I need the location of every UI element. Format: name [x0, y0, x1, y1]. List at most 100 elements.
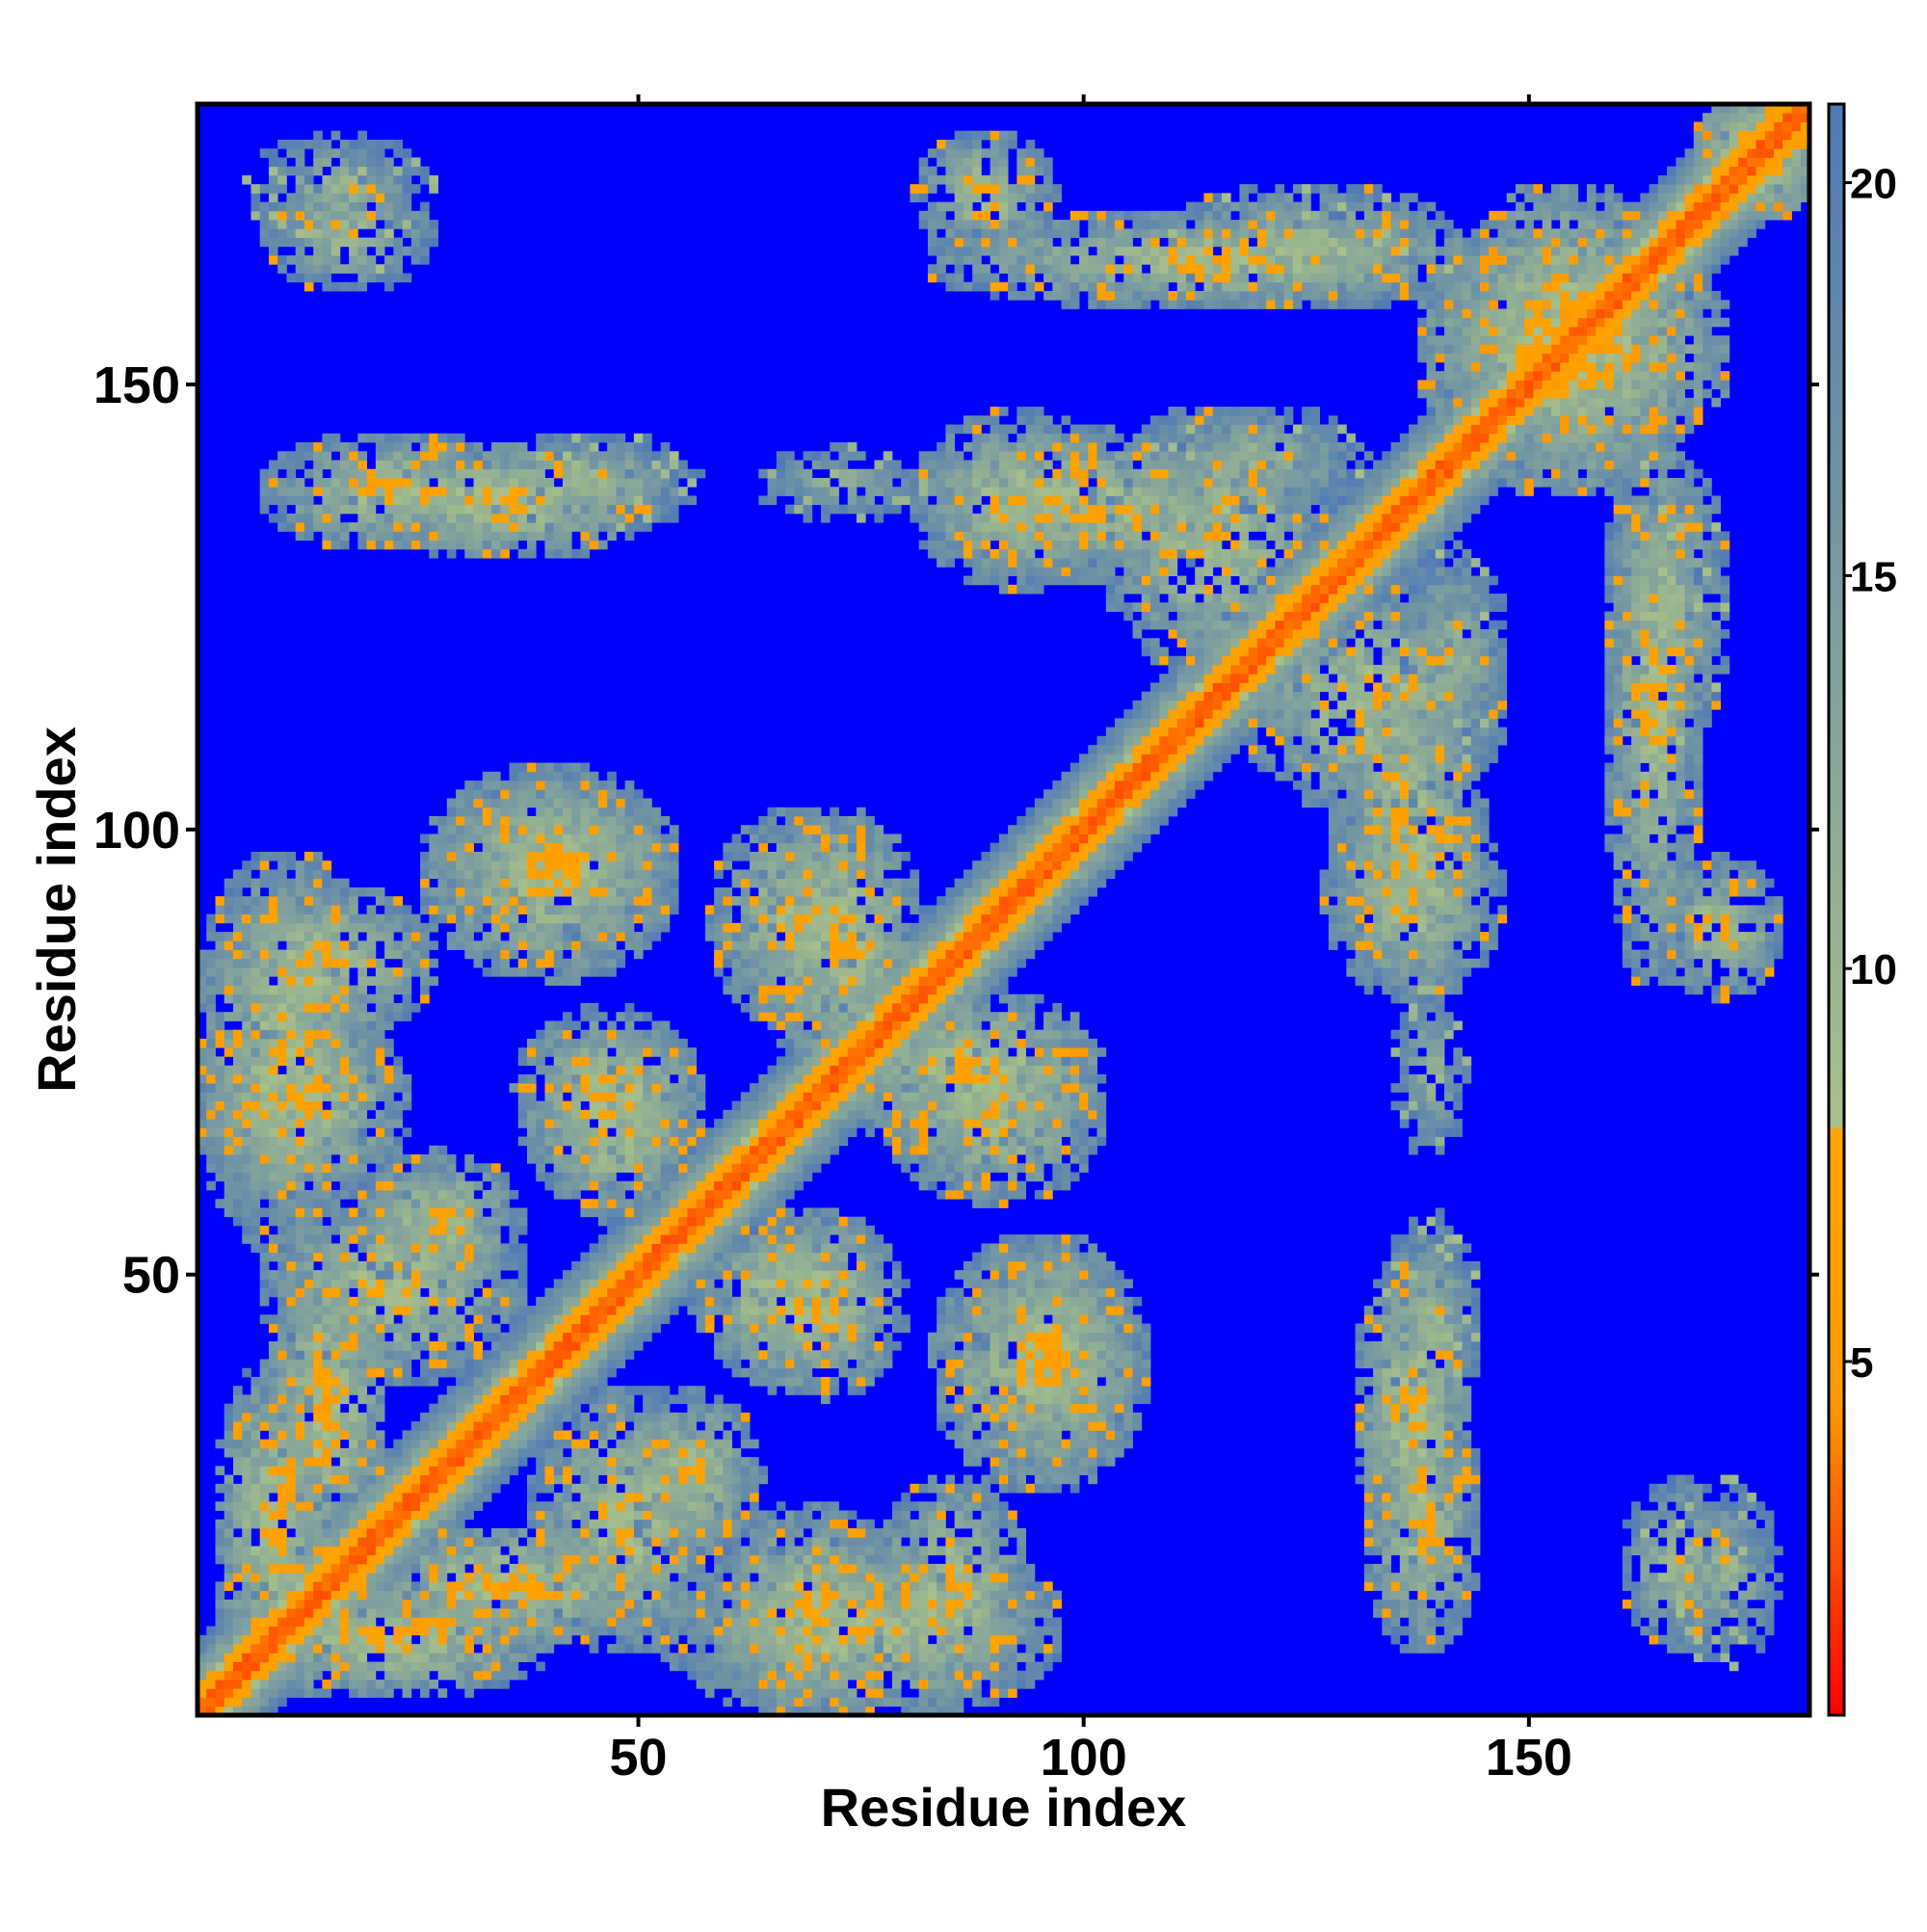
heatmap-cell [963, 1332, 973, 1342]
heatmap-cell [945, 1661, 956, 1672]
heatmap-cell [349, 1474, 358, 1485]
heatmap-cell [357, 1653, 368, 1662]
heatmap-cell [731, 1546, 742, 1556]
heatmap-cell [393, 1554, 403, 1565]
heatmap-cell [473, 1563, 484, 1574]
heatmap-cell [963, 1563, 973, 1574]
heatmap-cell [963, 1457, 973, 1467]
heatmap-cell [901, 1626, 911, 1636]
heatmap-cell [384, 1359, 394, 1369]
heatmap-cell [339, 1537, 350, 1547]
heatmap-cell [865, 1243, 875, 1254]
heatmap-cell [1363, 1474, 1374, 1485]
heatmap-cell [500, 1341, 510, 1351]
heatmap-cell [687, 1260, 698, 1271]
heatmap-cell [883, 1581, 893, 1592]
heatmap-cell [856, 1706, 866, 1716]
heatmap-cell [998, 1626, 1009, 1636]
heatmap-cell [429, 1260, 438, 1271]
heatmap-cell [927, 1537, 937, 1547]
heatmap-cell [349, 1680, 358, 1689]
heatmap-cell [874, 1554, 884, 1565]
heatmap-cell [1034, 1350, 1044, 1360]
heatmap-cell [785, 1644, 795, 1654]
heatmap-cell [927, 1359, 937, 1369]
heatmap-cell [776, 1626, 786, 1636]
heatmap-cell [375, 1430, 385, 1441]
heatmap-cell [562, 1573, 572, 1582]
heatmap-cell [1684, 1581, 1695, 1592]
heatmap-cell [1444, 1306, 1454, 1315]
heatmap-cell [811, 1306, 822, 1315]
heatmap-cell [1008, 1394, 1017, 1405]
heatmap-cell [731, 1644, 742, 1654]
heatmap-cell [972, 1350, 982, 1360]
heatmap-cell [794, 1581, 804, 1592]
heatmap-cell [1399, 1421, 1410, 1431]
heatmap-cell [526, 1386, 537, 1395]
heatmap-cell [1132, 1376, 1143, 1387]
heatmap-cell [1008, 1323, 1017, 1334]
heatmap-cell [456, 1617, 465, 1628]
heatmap-cell [1703, 1483, 1712, 1494]
heatmap-cell [910, 1554, 920, 1565]
heatmap-cell [865, 1573, 875, 1582]
heatmap-cell [687, 1439, 698, 1449]
heatmap-cell [330, 1287, 341, 1298]
heatmap-cell [660, 1430, 671, 1441]
heatmap-cell [616, 1581, 626, 1592]
heatmap-cell [678, 1546, 688, 1556]
heatmap-cell [526, 1653, 537, 1662]
heatmap-cell [242, 1688, 251, 1698]
heatmap-cell [633, 1590, 644, 1601]
heatmap-cell [998, 1634, 1009, 1645]
heatmap-cell [821, 1252, 831, 1262]
heatmap-cell [544, 1466, 555, 1475]
heatmap-cell [1382, 1483, 1391, 1494]
heatmap-cell [1382, 1359, 1391, 1369]
heatmap-cell [393, 1252, 403, 1262]
heatmap-cell [410, 1306, 421, 1315]
heatmap-cell [313, 1332, 323, 1342]
heatmap-cell [687, 1403, 698, 1414]
heatmap-cell [446, 1626, 457, 1636]
heatmap-cell [633, 1581, 644, 1592]
heatmap-cell [990, 1688, 1000, 1698]
heatmap-cell [242, 1670, 251, 1681]
heatmap-cell [651, 1314, 662, 1324]
heatmap-cell [536, 1554, 545, 1565]
heatmap-cell [268, 1563, 278, 1574]
heatmap-cell [384, 1573, 394, 1582]
heatmap-cell [963, 1367, 973, 1378]
heatmap-cell [1444, 1457, 1454, 1467]
heatmap-cell [1008, 1644, 1017, 1654]
heatmap-cell [901, 1323, 911, 1334]
heatmap-cell [313, 1447, 323, 1458]
heatmap-cell [1132, 1350, 1143, 1360]
heatmap-cell [322, 1493, 332, 1502]
heatmap-cell [1435, 1599, 1445, 1609]
heatmap-cell [357, 1279, 368, 1288]
heatmap-cell [589, 1493, 599, 1502]
heatmap-cell [384, 1296, 394, 1307]
heatmap-cell [251, 1225, 261, 1235]
heatmap-cell [910, 1634, 920, 1645]
heatmap-cell [856, 1617, 866, 1628]
heatmap-cell [1640, 1554, 1650, 1565]
heatmap-cell [375, 1634, 385, 1645]
heatmap-cell [1016, 1430, 1026, 1441]
heatmap-cell [937, 1661, 946, 1672]
heatmap-cell [232, 1457, 243, 1467]
heatmap-cell [491, 1243, 501, 1254]
heatmap-cell [740, 1483, 751, 1494]
heatmap-cell [891, 1697, 902, 1707]
heatmap-cell [856, 1634, 866, 1645]
heatmap-cell [633, 1279, 644, 1288]
heatmap-cell [242, 1403, 251, 1414]
heatmap-cell [517, 1447, 528, 1458]
heatmap-cell [998, 1341, 1009, 1351]
heatmap-cell [740, 1519, 751, 1529]
heatmap-cell [910, 1519, 920, 1529]
heatmap-cell [1693, 1573, 1703, 1582]
heatmap-cell [910, 1653, 920, 1662]
